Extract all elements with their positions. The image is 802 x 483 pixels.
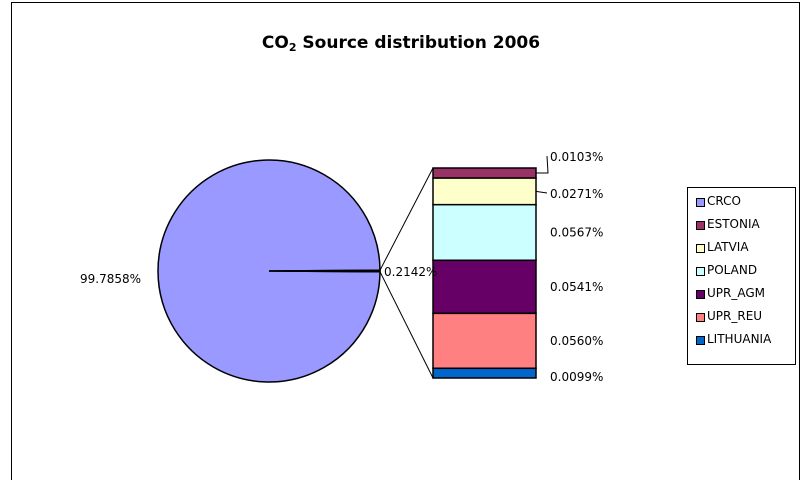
legend-label: ESTONIA <box>707 217 760 231</box>
legend-item-poland: POLAND <box>688 263 795 286</box>
legend-item-upr_reu: UPR_REU <box>688 309 795 332</box>
legend-item-crco: CRCO <box>688 194 795 217</box>
legend-swatch <box>696 244 705 253</box>
connector-line-bottom <box>379 271 434 379</box>
legend-label: CRCO <box>707 194 741 208</box>
legend-swatch <box>696 267 705 276</box>
legend-label: UPR_AGM <box>707 286 766 300</box>
legend-swatch <box>696 290 705 299</box>
legend-label: LATVIA <box>707 240 749 254</box>
legend-swatch <box>696 313 705 322</box>
data-label-estonia: 0.0103% <box>550 150 603 164</box>
legend-item-lithuania: LITHUANIA <box>688 332 795 355</box>
legend-label: POLAND <box>707 263 758 277</box>
bar-segment-estonia <box>432 167 537 179</box>
legend-item-estonia: ESTONIA <box>688 217 795 240</box>
connector-line-top <box>379 167 434 271</box>
legend-item-latvia: LATVIA <box>688 240 795 263</box>
legend-item-upr_agm: UPR_AGM <box>688 286 795 309</box>
bar-segment-upr_reu <box>432 312 537 370</box>
bar-segment-latvia <box>432 177 537 206</box>
legend-label: LITHUANIA <box>707 332 772 346</box>
legend-label: UPR_REU <box>707 309 763 323</box>
data-label-crco: 99.7858% <box>80 272 141 286</box>
bar-segment-poland <box>432 203 537 262</box>
chart-legend: CRCO ESTONIA LATVIA POLAND UPR_AGM UPR_REU LIT… <box>687 187 796 365</box>
bar-segment-upr_agm <box>432 259 537 315</box>
legend-swatch <box>696 198 705 207</box>
data-label-upr_reu: 0.0560% <box>550 334 603 348</box>
data-label-upr_agm: 0.0541% <box>550 280 603 294</box>
data-label-poland: 0.0567% <box>550 225 603 239</box>
pie-slice-other <box>268 269 381 273</box>
data-label-latvia: 0.0271% <box>550 187 603 201</box>
leader-line-estonia <box>536 155 549 174</box>
leader-line-latvia <box>535 190 548 194</box>
chart-area <box>11 2 800 480</box>
legend-swatch <box>696 221 705 230</box>
bar-segment-lithuania <box>432 367 537 379</box>
legend-swatch <box>696 336 705 345</box>
data-label-lithuania: 0.0099% <box>550 370 603 384</box>
chart-title: CO2 Source distribution 2006 <box>261 33 541 54</box>
data-label-other: 0.2142% <box>384 265 437 279</box>
